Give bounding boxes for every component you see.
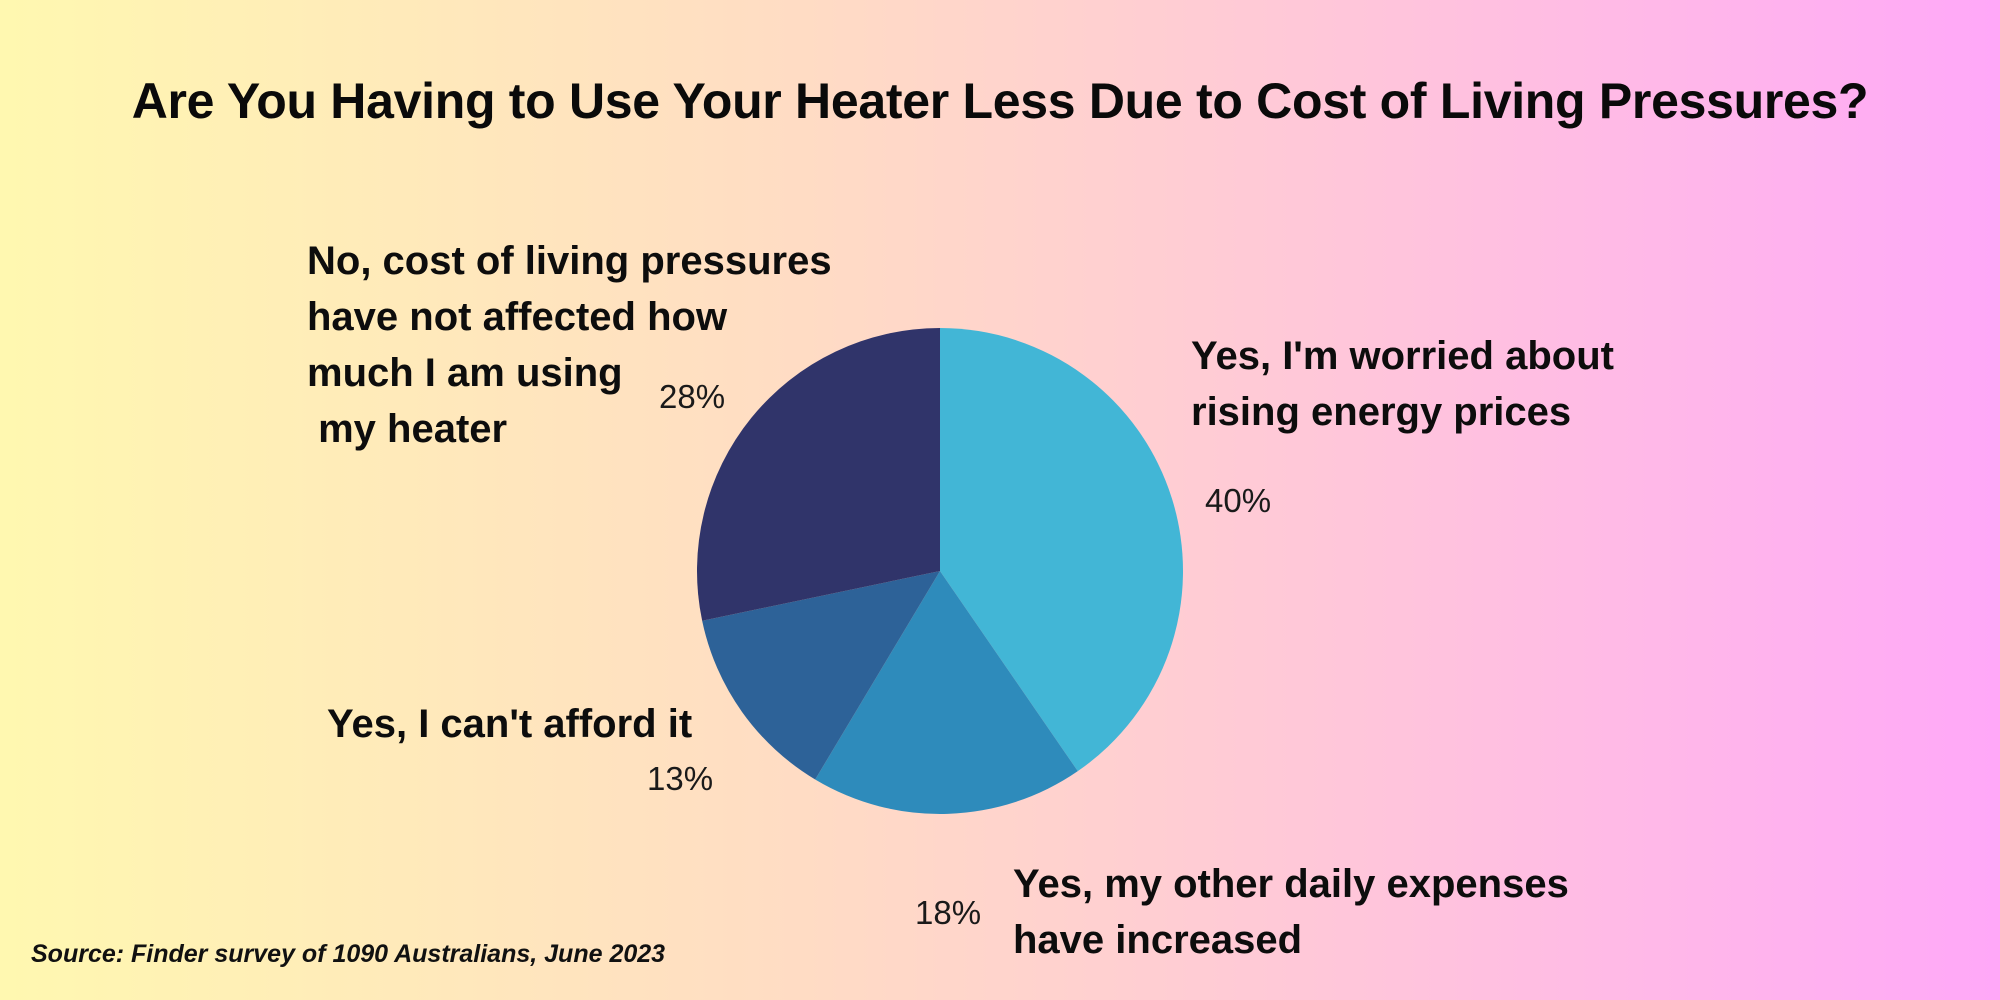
value-label: 18% <box>915 894 982 931</box>
value-label: 13% <box>647 760 714 797</box>
value-label: 28% <box>659 378 726 415</box>
source-note: Source: Finder survey of 1090 Australian… <box>31 940 666 968</box>
slice-label: Yes, I can't afford it <box>327 702 693 746</box>
value-label: 40% <box>1205 482 1272 519</box>
pie-slice <box>697 328 940 621</box>
pie-slice <box>702 571 940 780</box>
pie-slice <box>815 571 1078 814</box>
pie-slice <box>940 328 1183 772</box>
slice-label: Yes, my other daily expenses have increa… <box>1013 862 1569 962</box>
chart-title: Are You Having to Use Your Heater Less D… <box>131 73 1869 129</box>
slice-label: No, cost of living pressures have not af… <box>307 239 832 451</box>
slice-label: Yes, I'm worried about rising energy pri… <box>1191 334 1614 434</box>
